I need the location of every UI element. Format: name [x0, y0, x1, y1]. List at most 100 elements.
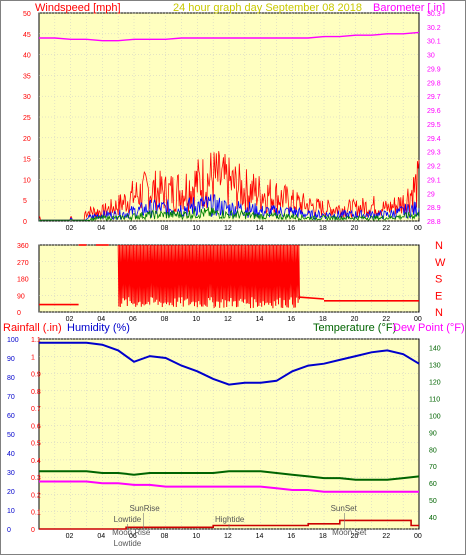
annotation-label: Lowtide: [114, 515, 142, 524]
rainfall-label: Rainfall (.in): [3, 322, 62, 334]
x-tick-label: 16: [287, 225, 295, 232]
temperature-tick-label: 140: [429, 345, 441, 352]
x-tick-label: 06: [129, 533, 137, 540]
wind-y-tick-label: 10: [23, 177, 31, 184]
temperature-line: [39, 470, 420, 481]
humidity-tick-label: 60: [7, 413, 15, 420]
x-tick-label: 12: [224, 316, 232, 323]
x-tick-label: 02: [66, 316, 74, 323]
x-tick-label: 14: [256, 225, 264, 232]
x-tick-label: 00: [414, 225, 422, 232]
direction-y-tick-label: 0: [17, 310, 21, 317]
humidity-tick-label: 90: [7, 356, 15, 363]
rain-tick-label: 0.2: [31, 492, 41, 499]
wind-y-tick-label: 0: [23, 219, 27, 226]
compass-label: N: [435, 240, 443, 252]
barometer-tick-label: 29.8: [427, 80, 441, 87]
barometer-tick-label: 30.2: [427, 25, 441, 32]
barometer-line: [39, 31, 420, 42]
temperature-label: Temperature (°F): [313, 322, 396, 334]
temperature-tick-label: 90: [429, 430, 437, 437]
humidity-tick-label: 100: [7, 337, 19, 344]
rain-tick-label: 0.7: [31, 406, 41, 413]
x-tick-label: 00: [414, 316, 422, 323]
humidity-tick-label: 20: [7, 489, 15, 496]
x-tick-label: 16: [287, 533, 295, 540]
wind-low-line: [39, 206, 420, 222]
humidity-tick-label: 10: [7, 508, 15, 515]
x-tick-label: 08: [161, 533, 169, 540]
x-tick-label: 06: [129, 316, 137, 323]
rain-tick-label: 0.6: [31, 423, 41, 430]
x-tick-label: 20: [351, 533, 359, 540]
rain-tick-label: 1: [31, 354, 35, 361]
wind-y-tick-label: 45: [23, 32, 31, 39]
humidity-tick-label: 30: [7, 470, 15, 477]
rain-tick-label: 0.4: [31, 458, 41, 465]
rain-line: [39, 519, 419, 530]
barometer-tick-label: 29.4: [427, 136, 441, 143]
barometer-title: Barometer [.in]: [373, 2, 445, 14]
humidity-plot-area: [38, 338, 420, 530]
x-tick-label: 22: [382, 225, 390, 232]
rain-tick-label: 0.1: [31, 510, 41, 517]
direction-noise-line: [117, 244, 300, 309]
chart-marks: [38, 31, 420, 530]
temperature-tick-label: 80: [429, 447, 437, 454]
annotation-label: SunSet: [331, 504, 358, 513]
temperature-tick-label: 60: [429, 481, 437, 488]
annotation-label: Lowtide: [114, 539, 142, 548]
x-tick-label: 10: [192, 533, 200, 540]
x-tick-label: 20: [351, 316, 359, 323]
annotation-label: Moon Set: [332, 528, 367, 537]
barometer-tick-label: 30.3: [427, 11, 441, 18]
x-tick-label: 18: [319, 533, 327, 540]
x-tick-label: 04: [97, 225, 105, 232]
barometer-tick-label: 29.2: [427, 164, 441, 171]
rain-tick-label: 0.9: [31, 372, 41, 379]
rain-tick-label: 0.5: [31, 441, 41, 448]
x-tick-label: 02: [66, 533, 74, 540]
barometer-tick-label: 30: [427, 53, 435, 60]
temperature-tick-label: 70: [429, 464, 437, 471]
temperature-tick-label: 100: [429, 413, 441, 420]
wind-y-tick-label: 30: [23, 94, 31, 101]
x-tick-label: 12: [224, 533, 232, 540]
barometer-tick-label: 29.5: [427, 122, 441, 129]
x-tick-label: 10: [192, 316, 200, 323]
direction-y-tick-label: 90: [17, 293, 25, 300]
wind-y-tick-label: 40: [23, 53, 31, 60]
x-tick-label: 12: [224, 225, 232, 232]
compass-label: E: [435, 290, 442, 302]
humidity-tick-label: 70: [7, 394, 15, 401]
barometer-tick-label: 29.7: [427, 94, 441, 101]
x-tick-label: 16: [287, 316, 295, 323]
dewpoint-label: Dew Point (°F): [393, 322, 465, 334]
wind-average-line: [38, 194, 420, 222]
x-tick-label: 18: [319, 316, 327, 323]
graph-date-title: 24 hour graph day September 08 2018: [173, 2, 362, 14]
humidity-tick-label: 0: [7, 527, 11, 534]
rain-tick-label: 0: [31, 527, 35, 534]
x-tick-label: 14: [256, 316, 264, 323]
wind-y-tick-label: 20: [23, 136, 31, 143]
rain-tick-label: 1.1: [31, 337, 41, 344]
x-tick-label: 00: [414, 533, 422, 540]
x-tick-label: 22: [382, 533, 390, 540]
wind-y-tick-label: 15: [23, 157, 31, 164]
barometer-tick-label: 29.1: [427, 177, 441, 184]
barometer-tick-label: 29.3: [427, 150, 441, 157]
compass-label: W: [435, 257, 446, 269]
annotation-label: Moon Rise: [112, 528, 151, 537]
x-tick-label: 18: [319, 225, 327, 232]
rain-tick-label: 0.8: [31, 389, 41, 396]
direction-y-tick-label: 360: [17, 243, 29, 250]
compass-label: N: [435, 307, 443, 319]
wind-y-tick-label: 25: [23, 115, 31, 122]
temperature-tick-label: 50: [429, 498, 437, 505]
x-tick-label: 20: [351, 225, 359, 232]
annotation-label: SunRise: [130, 504, 161, 513]
wind-y-tick-label: 5: [23, 198, 27, 205]
